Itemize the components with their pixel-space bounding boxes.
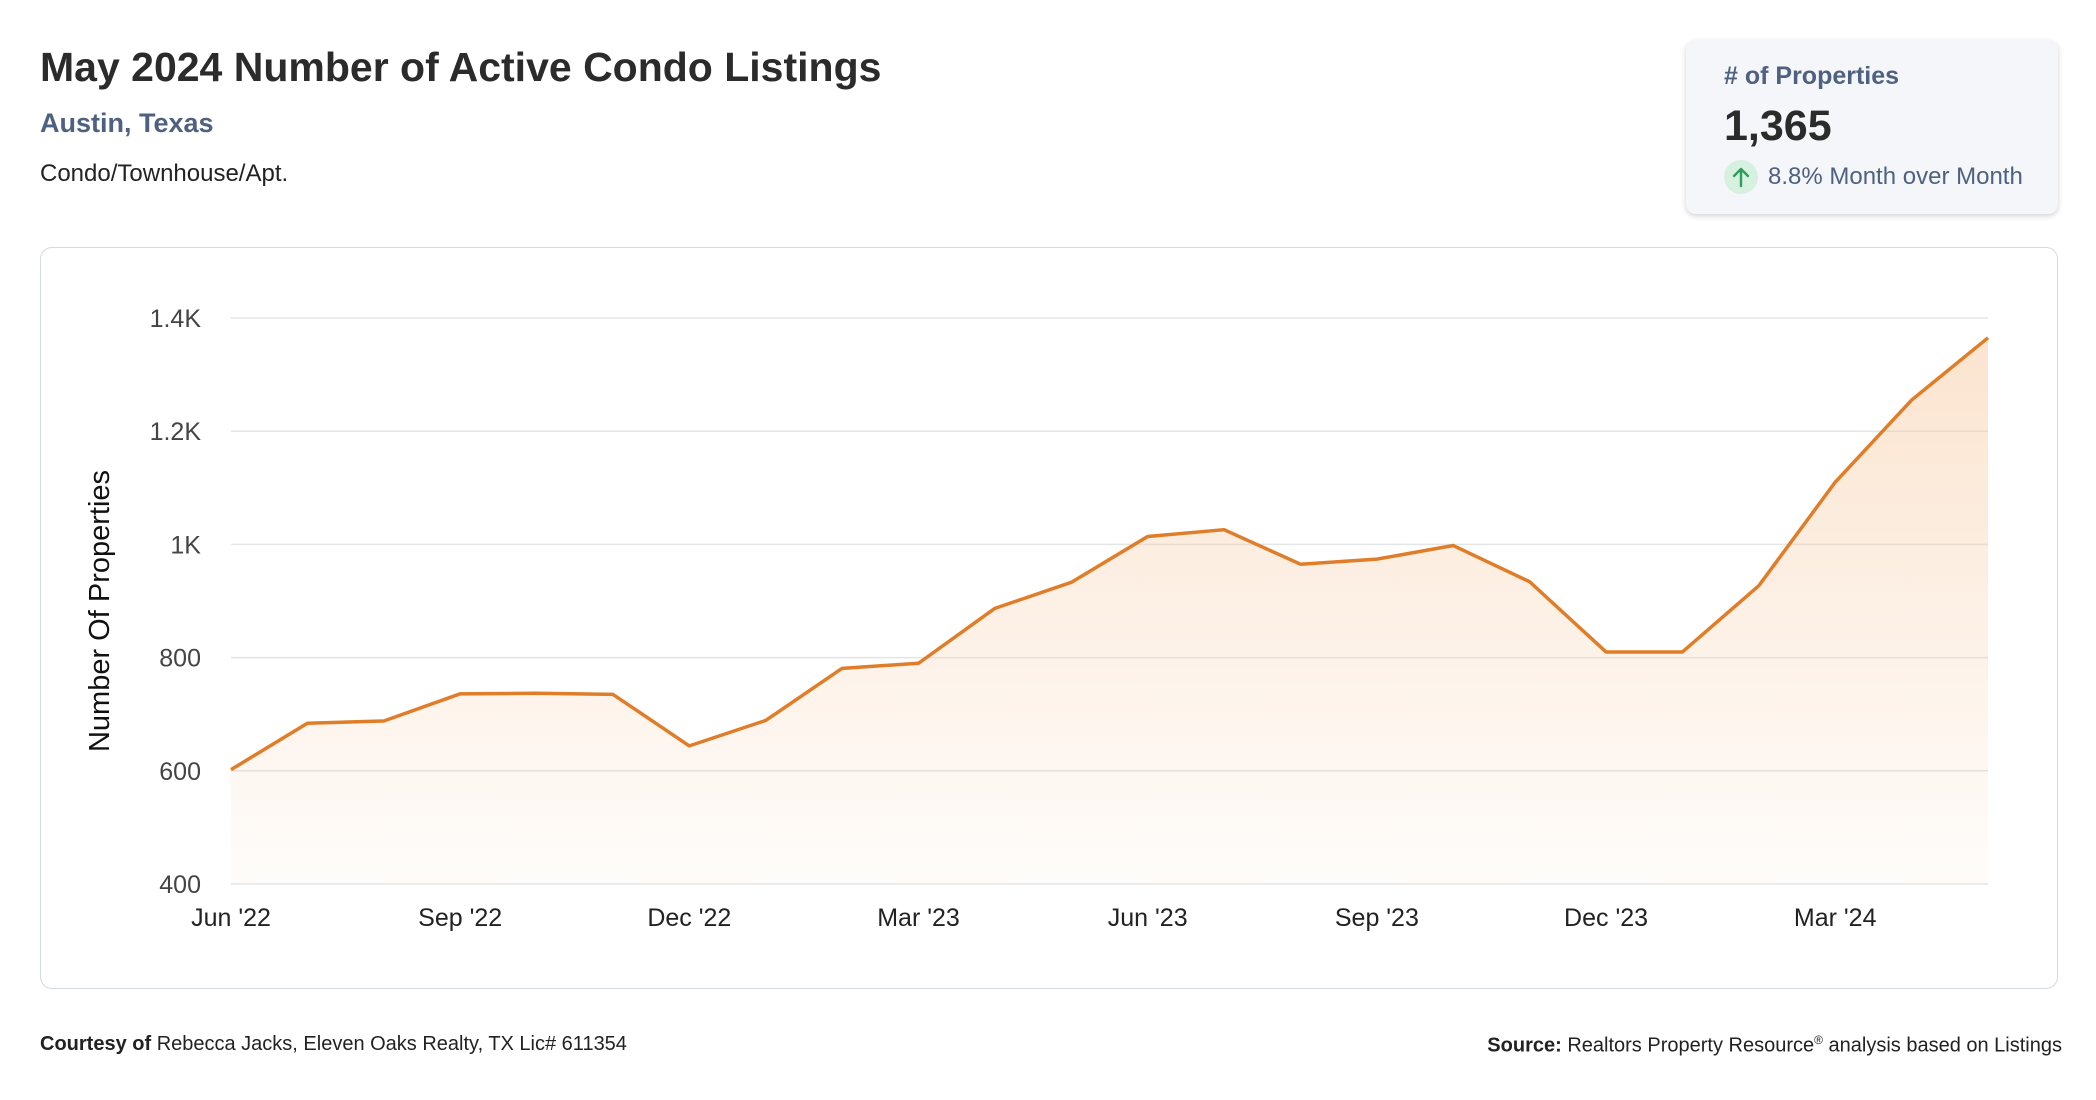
courtesy-footer: Courtesy of Rebecca Jacks, Eleven Oaks R… bbox=[40, 1033, 627, 1056]
arrow-up-icon bbox=[1724, 160, 1758, 194]
data-point bbox=[1222, 528, 1226, 532]
data-point bbox=[1910, 398, 1914, 402]
data-point bbox=[1680, 650, 1684, 654]
chart-card: 400 600 800 1K 1.2K 1.4K Number Of Properties J… bbox=[40, 247, 2058, 989]
source-suffix: analysis based on Listings bbox=[1828, 1034, 2062, 1057]
x-tick-label: Dec '23 bbox=[1564, 904, 1648, 932]
data-point bbox=[229, 768, 233, 772]
x-tick-label: Mar '23 bbox=[877, 904, 960, 932]
kpi-label: # of Properties bbox=[1724, 62, 1900, 90]
property-type-label: Condo/Townhouse/Apt. bbox=[40, 160, 289, 187]
x-tick-label: Sep '23 bbox=[1335, 904, 1419, 932]
y-tick-label: 600 bbox=[159, 758, 201, 786]
data-point bbox=[993, 606, 997, 610]
data-point bbox=[1757, 584, 1761, 588]
y-axis-title: Number Of Properties bbox=[84, 470, 116, 752]
courtesy-text: Rebecca Jacks, Eleven Oaks Realty, TX Li… bbox=[156, 1033, 627, 1055]
data-point bbox=[917, 661, 921, 665]
data-point bbox=[687, 744, 691, 748]
y-tick-label: 1K bbox=[170, 531, 201, 559]
registered-mark: ® bbox=[1814, 1033, 1823, 1047]
x-tick-label: Mar '24 bbox=[1794, 904, 1877, 932]
data-point bbox=[305, 721, 309, 725]
y-tick-label: 400 bbox=[159, 871, 201, 899]
source-text: Realtors Property Resource bbox=[1567, 1034, 1815, 1057]
data-point bbox=[535, 691, 539, 695]
data-point bbox=[840, 666, 844, 670]
source-label: Source: bbox=[1487, 1034, 1562, 1057]
area-fill bbox=[231, 337, 1988, 884]
data-point bbox=[1375, 557, 1379, 561]
data-point bbox=[382, 719, 386, 723]
data-point bbox=[611, 692, 615, 696]
courtesy-label: Courtesy of bbox=[40, 1033, 152, 1055]
data-point bbox=[1604, 650, 1608, 654]
data-point bbox=[1451, 544, 1455, 548]
data-point bbox=[1986, 336, 1990, 340]
x-tick-label: Jun '23 bbox=[1108, 904, 1188, 932]
y-tick-label: 1.4K bbox=[150, 305, 202, 333]
location-subtitle: Austin, Texas bbox=[40, 108, 214, 138]
kpi-change-text: 8.8% Month over Month bbox=[1768, 163, 2023, 190]
kpi-card: # of Properties 1,365 8.8% Month over Mo… bbox=[1686, 40, 2058, 214]
x-tick-label: Dec '22 bbox=[647, 904, 731, 932]
kpi-change: 8.8% Month over Month bbox=[1724, 160, 2023, 194]
y-tick-label: 800 bbox=[159, 645, 201, 673]
source-footer: Source: Realtors Property Resource® anal… bbox=[1487, 1033, 2062, 1058]
x-tick-label: Sep '22 bbox=[418, 904, 502, 932]
data-point bbox=[764, 718, 768, 722]
page-title: May 2024 Number of Active Condo Listings bbox=[40, 44, 882, 90]
data-point bbox=[1069, 580, 1073, 584]
line-chart: 400 600 800 1K 1.2K 1.4K Number Of Properties J… bbox=[84, 305, 1990, 932]
data-point bbox=[1146, 534, 1150, 538]
data-point bbox=[1298, 562, 1302, 566]
data-point bbox=[1528, 580, 1532, 584]
series-line bbox=[230, 336, 1990, 772]
data-point bbox=[1833, 480, 1837, 484]
data-point bbox=[458, 692, 462, 696]
x-tick-label: Jun '22 bbox=[191, 904, 271, 932]
y-tick-label: 1.2K bbox=[150, 418, 202, 446]
kpi-value: 1,365 bbox=[1724, 102, 1832, 150]
